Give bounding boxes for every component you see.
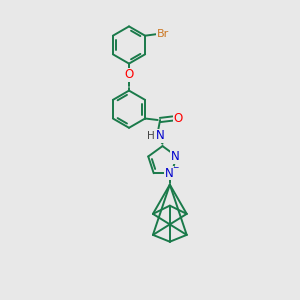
Text: N: N (156, 129, 164, 142)
Text: H: H (147, 130, 154, 141)
Text: O: O (173, 112, 182, 125)
Text: Br: Br (157, 29, 169, 39)
Text: −: − (172, 163, 178, 172)
Text: N: N (164, 167, 173, 180)
Text: O: O (124, 68, 134, 82)
Text: N: N (171, 150, 180, 163)
